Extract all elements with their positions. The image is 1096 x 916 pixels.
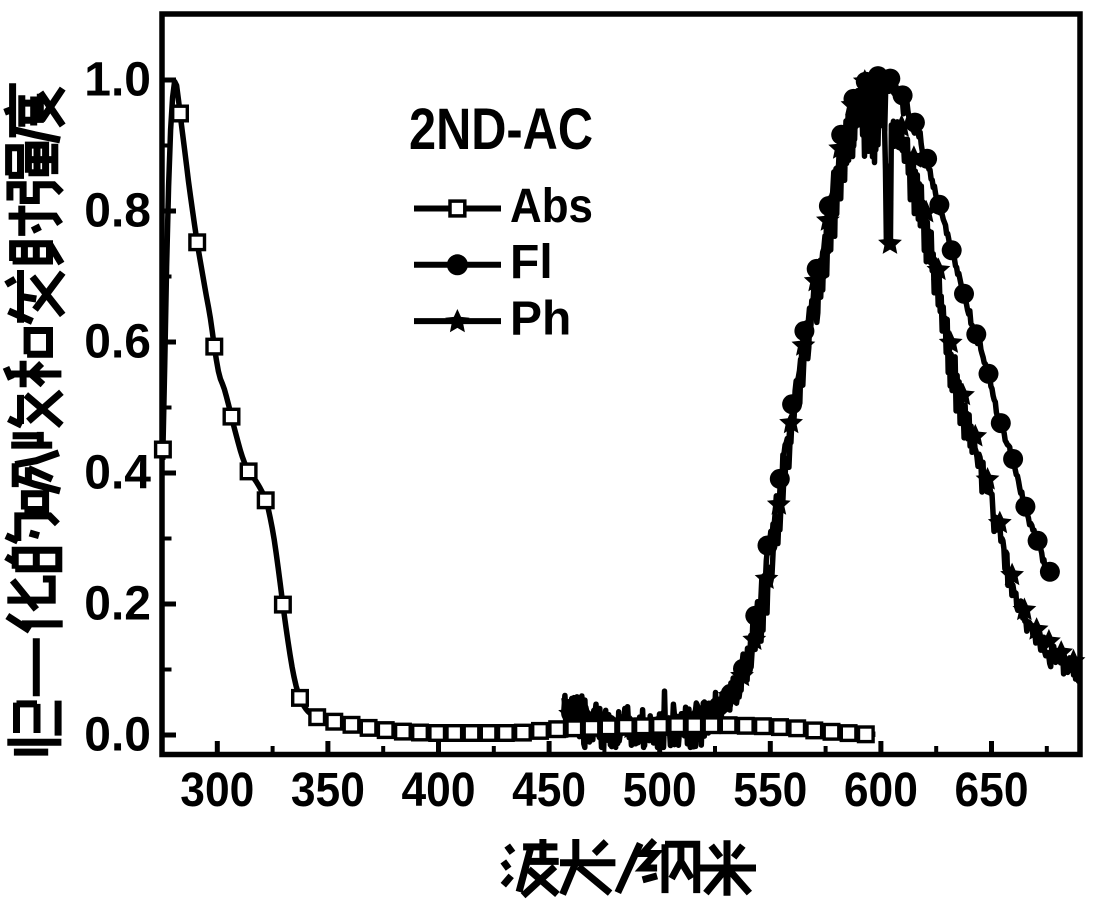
svg-text:Abs: Abs: [510, 180, 593, 233]
svg-text:0.4: 0.4: [84, 447, 151, 500]
svg-text:450: 450: [512, 764, 586, 817]
svg-text:1.0: 1.0: [84, 54, 151, 107]
svg-text:2ND-AC: 2ND-AC: [409, 97, 593, 162]
svg-text:0.6: 0.6: [84, 316, 151, 369]
svg-text:0.0: 0.0: [84, 709, 151, 762]
svg-text:400: 400: [402, 764, 476, 817]
svg-text:Ph: Ph: [510, 293, 571, 346]
svg-text:0.8: 0.8: [84, 185, 151, 238]
svg-text:350: 350: [291, 764, 365, 817]
svg-text:600: 600: [844, 764, 918, 817]
svg-text:0.2: 0.2: [84, 578, 151, 631]
svg-text:Fl: Fl: [510, 236, 553, 289]
svg-text:300: 300: [180, 764, 254, 817]
svg-text:650: 650: [955, 764, 1029, 817]
svg-text:550: 550: [733, 764, 807, 817]
svg-text:500: 500: [623, 764, 697, 817]
